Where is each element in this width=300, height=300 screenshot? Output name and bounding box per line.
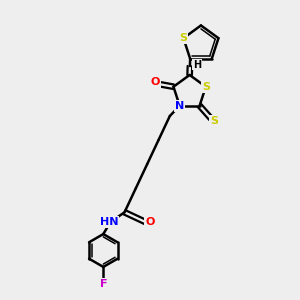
Text: N: N <box>175 101 184 111</box>
Text: S: S <box>210 116 218 126</box>
Text: H: H <box>193 60 201 70</box>
Text: O: O <box>145 217 155 227</box>
Text: HN: HN <box>100 217 118 227</box>
Text: S: S <box>202 82 210 92</box>
Text: O: O <box>150 77 160 88</box>
Text: S: S <box>179 33 188 43</box>
Text: F: F <box>100 279 107 289</box>
